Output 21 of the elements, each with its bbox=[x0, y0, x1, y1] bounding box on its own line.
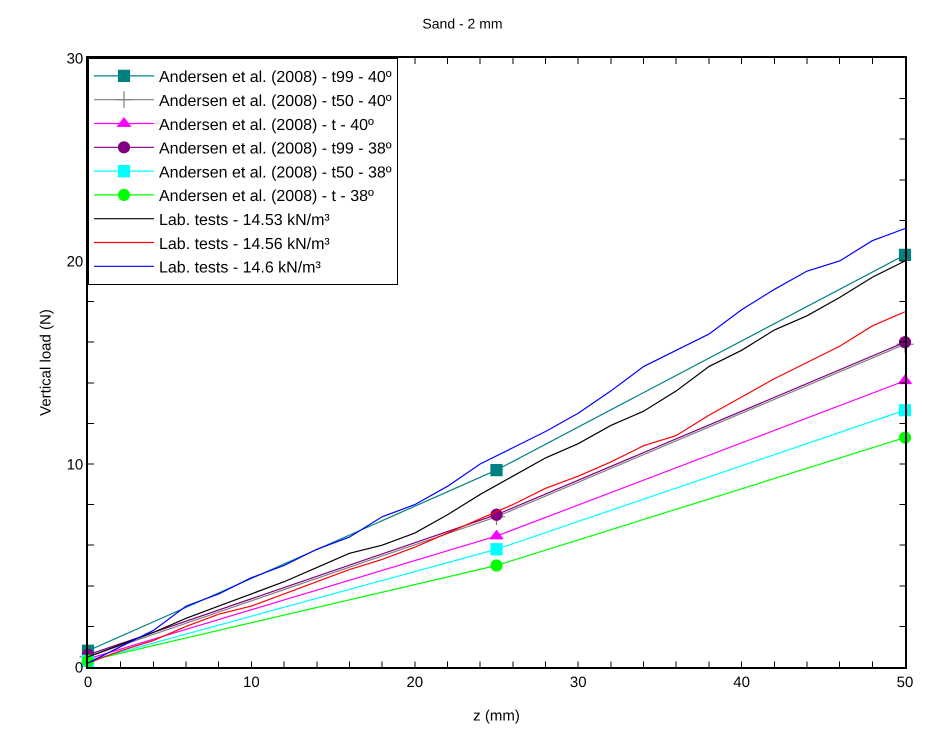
legend-label: Andersen et al. (2008) - t - 38º bbox=[159, 188, 374, 206]
x-tick-label: 10 bbox=[243, 674, 260, 691]
x-axis-title: z (mm) bbox=[473, 707, 520, 724]
x-tick-label: 20 bbox=[406, 674, 424, 691]
y-tick-label: 10 bbox=[66, 456, 84, 474]
legend-label: Andersen et al. (2008) - t50 - 40º bbox=[159, 92, 392, 110]
x-tick-label: 40 bbox=[733, 674, 750, 691]
x-tick-label: 30 bbox=[570, 674, 587, 691]
legend-label: Lab. tests - 14.56 kN/m³ bbox=[159, 236, 330, 253]
y-axis-title: Vertical load (N) bbox=[37, 309, 54, 416]
legend-label: Andersen et al. (2008) - t - 40º bbox=[159, 116, 374, 134]
y-tick-label: 30 bbox=[66, 50, 84, 68]
legend-label: Lab. tests - 14.6 kN/m³ bbox=[159, 260, 322, 277]
x-tick-label: 50 bbox=[896, 674, 914, 691]
chart-title: Sand - 2 mm bbox=[422, 15, 503, 32]
legend-label: Andersen et al. (2008) - t99 - 38º bbox=[159, 140, 392, 158]
legend-label: Lab. tests - 14.53 kN/m³ bbox=[159, 212, 330, 229]
y-tick-label: 20 bbox=[66, 253, 84, 270]
y-tick-label: 0 bbox=[74, 659, 84, 676]
legend-label: Andersen et al. (2008) - t50 - 38º bbox=[159, 164, 392, 182]
legend-label: Andersen et al. (2008) - t99 - 40º bbox=[159, 69, 392, 86]
